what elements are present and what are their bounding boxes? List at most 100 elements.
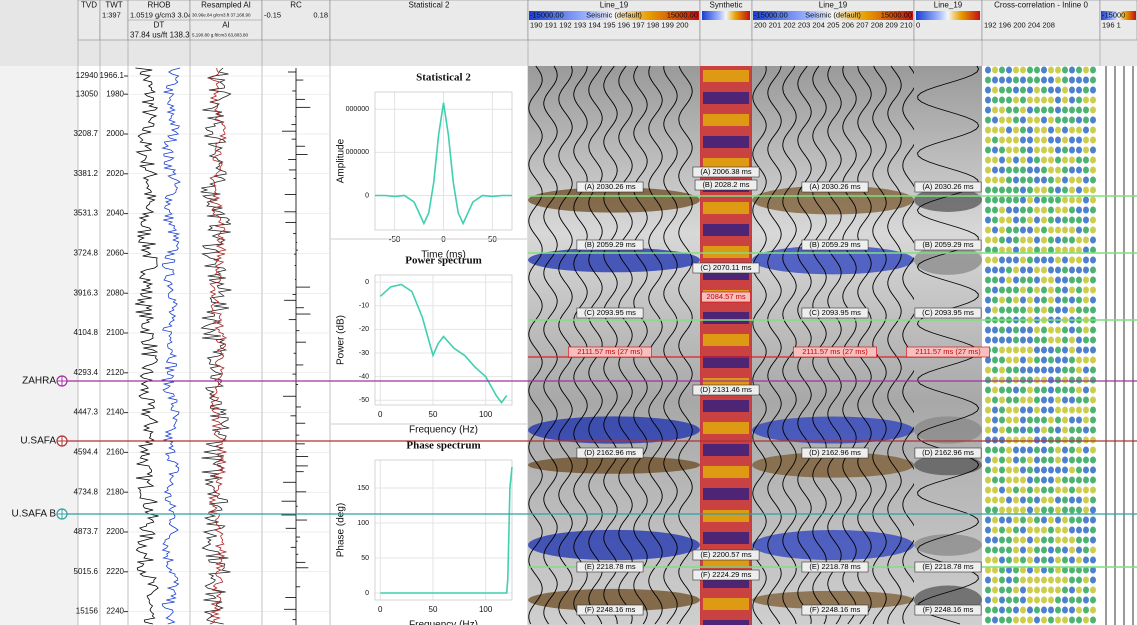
xcorr-lobe [1069, 327, 1075, 334]
xcorr-lobe [1069, 397, 1075, 404]
xcorr-lobe [1083, 377, 1089, 384]
xcorr-lobe [1090, 457, 1096, 464]
header-title: RC [290, 1, 302, 10]
xcorr-lobe [1006, 427, 1012, 434]
xcorr-lobe [1090, 377, 1096, 384]
xcorr-lobe [1006, 207, 1012, 214]
xcorr-lobe [1069, 297, 1075, 304]
xcorr-lobe [1083, 557, 1089, 564]
xcorr-lobe [1006, 377, 1012, 384]
xcorr-lobe [1013, 467, 1019, 474]
xcorr-lobe [999, 227, 1005, 234]
xcorr-lobe [1020, 237, 1026, 244]
xcorr-lobe [1076, 547, 1082, 554]
xcorr-lobe [992, 347, 998, 354]
xcorr-lobe [999, 487, 1005, 494]
tvd-label: 3724.8 [74, 249, 99, 258]
xcorr-lobe [1027, 397, 1033, 404]
xcorr-lobe [1090, 587, 1096, 594]
xcorr-lobe [1027, 67, 1033, 74]
header-title: Statistical 2 [409, 1, 450, 10]
xcorr-lobe [1013, 577, 1019, 584]
xcorr-lobe [1055, 297, 1061, 304]
xcorr-lobe [1041, 457, 1047, 464]
xcorr-lobe [1076, 67, 1082, 74]
xcorr-lobe [1041, 147, 1047, 154]
xcorr-lobe [999, 347, 1005, 354]
xcorr-lobe [999, 267, 1005, 274]
xcorr-lobe [1055, 327, 1061, 334]
xcorr-lobe [1048, 377, 1054, 384]
xcorr-lobe [1062, 537, 1068, 544]
xcorr-lobe [992, 187, 998, 194]
xcorr-lobe [1055, 427, 1061, 434]
xcorr-lobe [1013, 417, 1019, 424]
seismic-event [752, 416, 914, 443]
xcorr-lobe [1090, 167, 1096, 174]
xcorr-lobe [1020, 107, 1026, 114]
xcorr-lobe [1034, 257, 1040, 264]
xcorr-lobe [1083, 437, 1089, 444]
xcorr-lobe [1055, 537, 1061, 544]
xcorr-lobe [1048, 387, 1054, 394]
xcorr-lobe [1062, 177, 1068, 184]
xcorr-lobe [1090, 557, 1096, 564]
xcorr-lobe [1062, 587, 1068, 594]
xcorr-lobe [1041, 477, 1047, 484]
xcorr-lobe [1013, 517, 1019, 524]
header-traces: 0 [916, 20, 920, 29]
xcorr-lobe [1013, 197, 1019, 204]
xcorr-lobe [992, 427, 998, 434]
xcorr-lobe [1006, 447, 1012, 454]
xcorr-lobe [985, 527, 991, 534]
xcorr-lobe [1076, 617, 1082, 624]
xcorr-lobe [1041, 107, 1047, 114]
xcorr-lobe [1034, 597, 1040, 604]
xcorr-lobe [1069, 307, 1075, 314]
xcorr-lobe [1076, 377, 1082, 384]
xcorr-lobe [1027, 437, 1033, 444]
xcorr-lobe [1006, 147, 1012, 154]
xcorr-lobe [1034, 227, 1040, 234]
xcorr-lobe [1062, 217, 1068, 224]
header-title: RHOB [147, 1, 170, 10]
xcorr-lobe [1090, 537, 1096, 544]
y-tick-label: 50 [361, 555, 369, 562]
seismic-event [752, 530, 914, 560]
xcorr-lobe [1083, 227, 1089, 234]
xcorr-lobe [1055, 597, 1061, 604]
xcorr-lobe [1048, 357, 1054, 364]
xcorr-lobe [1041, 617, 1047, 624]
xcorr-lobe [1076, 397, 1082, 404]
synthetic-event [703, 356, 749, 368]
xcorr-lobe [1041, 467, 1047, 474]
xcorr-lobe [1069, 507, 1075, 514]
xcorr-lobe [1034, 197, 1040, 204]
xcorr-lobe [1090, 427, 1096, 434]
xcorr-lobe [1090, 607, 1096, 614]
xcorr-lobe [1006, 457, 1012, 464]
pick-label: (A) 2030.26 ms [809, 182, 861, 191]
xcorr-lobe [1076, 427, 1082, 434]
xcorr-lobe [1055, 117, 1061, 124]
xcorr-lobe [1041, 187, 1047, 194]
tvd-label: 4447.3 [74, 408, 99, 417]
xcorr-lobe [1069, 277, 1075, 284]
xcorr-lobe [1041, 607, 1047, 614]
xcorr-lobe [1076, 237, 1082, 244]
xcorr-lobe [999, 187, 1005, 194]
xcorr-lobe [1090, 127, 1096, 134]
xcorr-lobe [1048, 107, 1054, 114]
xcorr-lobe [1027, 557, 1033, 564]
xcorr-lobe [1006, 67, 1012, 74]
xcorr-lobe [1020, 277, 1026, 284]
xcorr-lobe [1062, 497, 1068, 504]
xcorr-lobe [999, 257, 1005, 264]
xcorr-lobe [1020, 287, 1026, 294]
xcorr-lobe [1090, 287, 1096, 294]
xcorr-lobe [985, 297, 991, 304]
xcorr-lobe [992, 507, 998, 514]
xcorr-lobe [1048, 597, 1054, 604]
xcorr-lobe [1027, 357, 1033, 364]
xcorr-lobe [1013, 497, 1019, 504]
